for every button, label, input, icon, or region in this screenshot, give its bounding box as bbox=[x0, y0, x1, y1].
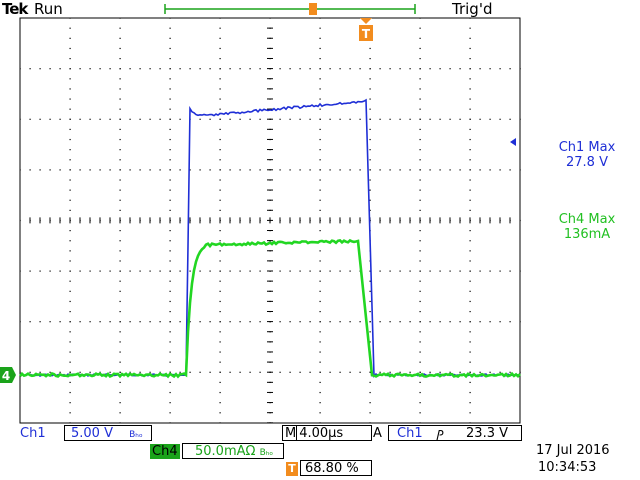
ch4-max-measurement: Ch4 Max 136mA bbox=[532, 212, 640, 242]
trigger-level-arrow bbox=[510, 138, 516, 146]
trigger-mode: A bbox=[373, 426, 382, 441]
trigger-position-value: 68.80 % bbox=[305, 461, 359, 476]
graticule-grid bbox=[20, 18, 521, 424]
ch1-bandwidth-icon: Bₕₒ bbox=[129, 430, 143, 440]
ch1-max-label: Ch1 Max bbox=[532, 140, 640, 155]
date-stamp: 17 Jul 2016 bbox=[536, 443, 610, 458]
ch4-max-label: Ch4 Max bbox=[532, 212, 640, 227]
ch4-ground-marker: 4 bbox=[0, 367, 16, 383]
time-stamp: 10:34:53 bbox=[538, 460, 596, 475]
ch1-scale-value: 5.00 V bbox=[71, 426, 113, 441]
ch4-scale-value: 50.0mAΩ bbox=[195, 444, 255, 459]
timebase-value: 4.00µs bbox=[296, 426, 343, 441]
trigger-source: Ch1 bbox=[397, 426, 423, 441]
ch4-readout[interactable]: Ch4 bbox=[150, 444, 180, 459]
ch4-max-value: 136mA bbox=[532, 227, 640, 242]
ch1-label[interactable]: Ch1 bbox=[20, 426, 46, 441]
ch4-label: Ch4 bbox=[150, 444, 180, 459]
trigger-readout[interactable]: Ch1 ⳏ 23.3 V bbox=[388, 425, 522, 441]
ch1-max-measurement: Ch1 Max 27.8 V bbox=[532, 140, 640, 170]
ch1-max-value: 27.8 V bbox=[532, 155, 640, 170]
record-view-bar bbox=[165, 3, 415, 15]
ch4-scale[interactable]: 50.0mAΩ Bₕₒ bbox=[182, 443, 284, 459]
trigger-position-marker: T bbox=[359, 18, 373, 41]
trigger-position-readout[interactable]: T bbox=[286, 461, 298, 476]
trigger-position-box[interactable]: 68.80 % bbox=[300, 460, 372, 476]
trigger-level: 23.3 V bbox=[466, 426, 508, 441]
falling-edge-icon: ⳏ bbox=[437, 426, 444, 441]
timebase-readout[interactable]: M 4.00µs bbox=[282, 425, 372, 441]
ch1-scale[interactable]: 5.00 V Bₕₒ bbox=[64, 425, 152, 441]
svg-text:4: 4 bbox=[2, 369, 10, 383]
timebase-prefix: M bbox=[285, 426, 296, 441]
ch4-bandwidth-icon: Bₕₒ bbox=[260, 448, 274, 458]
svg-text:T: T bbox=[362, 27, 371, 41]
trigger-position-badge: T bbox=[286, 462, 298, 476]
ch1-waveform bbox=[20, 100, 520, 376]
